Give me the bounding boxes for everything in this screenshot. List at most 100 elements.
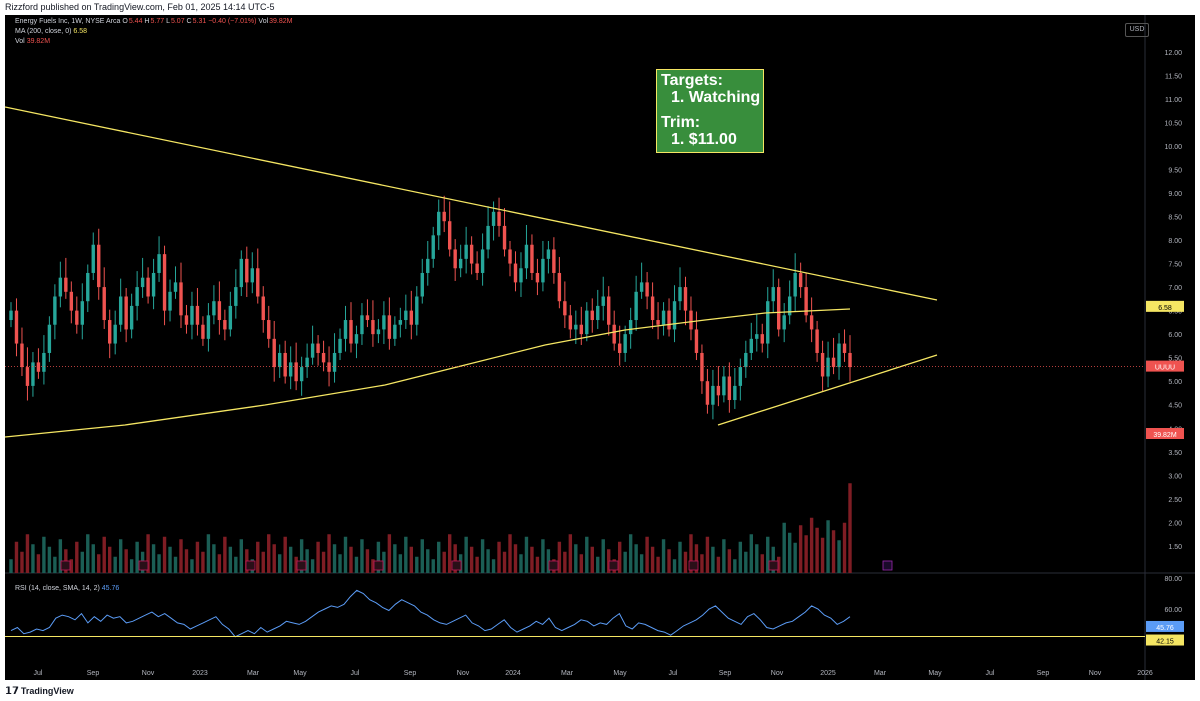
volume-bar: [524, 536, 529, 573]
volume-bar: [535, 556, 540, 573]
volume-bar: [365, 549, 370, 573]
x-tick-label: Sep: [719, 670, 732, 677]
candle-body: [420, 272, 424, 297]
volume-bar: [426, 549, 430, 573]
candle-body: [590, 310, 594, 321]
price-badge-bg: [1146, 360, 1184, 372]
volume-bar: [508, 534, 512, 573]
legend-vol: 39.82M: [269, 18, 293, 25]
candle-body: [234, 287, 238, 306]
volume-bar: [173, 556, 178, 573]
candle-body: [502, 225, 507, 250]
candle-body: [431, 235, 435, 259]
chart-svg[interactable]: 12.00 11.50 11.00 10.50 10.00 9.50 9.00 8.50 8.0…: [4, 15, 1195, 680]
candle-body: [491, 211, 496, 226]
volume-bar: [206, 534, 211, 573]
earnings-marker-icon: [373, 560, 384, 571]
volume-bar: [53, 556, 57, 573]
volume-bar: [733, 559, 737, 573]
volume-bar: [700, 554, 704, 573]
candle-body: [535, 272, 540, 283]
volume-bar: [738, 541, 743, 573]
candle-body: [245, 258, 249, 283]
volume-bar: [277, 554, 282, 573]
legend-open-label: O: [122, 18, 128, 25]
candle-body: [426, 258, 430, 273]
candle-body: [645, 282, 649, 297]
candle-body: [607, 296, 611, 325]
volume-bar: [283, 536, 287, 573]
candle-body: [277, 352, 282, 368]
candle-body: [316, 343, 320, 353]
volume-bar: [86, 534, 90, 573]
earnings-marker-icon: [688, 560, 699, 571]
currency-button[interactable]: USD: [1125, 23, 1149, 37]
volume-bar: [217, 554, 222, 573]
candle-body: [623, 334, 627, 353]
volume-bar: [447, 534, 452, 573]
candle-body: [497, 211, 501, 226]
candle-body: [217, 301, 222, 321]
volume-bar: [469, 546, 474, 573]
x-tick-label: 2023: [192, 670, 208, 677]
candle-body: [162, 254, 167, 311]
chart-panel[interactable]: 12.00 11.50 11.00 10.50 10.00 9.50 9.00 8.50 8.0…: [4, 15, 1195, 680]
legend-vol2-value: 39.82M: [26, 38, 51, 45]
candle-body: [393, 324, 397, 339]
candle-body: [250, 268, 254, 283]
candle-body: [760, 334, 764, 344]
volume-bar: [656, 556, 660, 573]
x-tick-label: Nov: [457, 670, 470, 677]
volume-bar: [404, 536, 408, 573]
volume-bar: [146, 534, 150, 573]
candle-body: [787, 296, 792, 316]
candle-body: [151, 272, 156, 297]
earnings-marker-icon: [608, 560, 619, 571]
candle-body: [283, 352, 287, 377]
price-tick-label: 10.00: [1164, 144, 1182, 151]
volume-bar: [332, 544, 337, 573]
volume-bar: [272, 544, 276, 573]
x-tick-label: Jul: [986, 670, 995, 677]
volume-bar: [327, 534, 331, 573]
candle-body: [837, 343, 841, 368]
rsi-badge-bg: [1146, 620, 1184, 632]
volume-bar: [513, 544, 518, 573]
candle-body: [815, 329, 819, 353]
price-tick-label: 8.00: [1168, 238, 1182, 245]
candle-body: [530, 244, 534, 273]
candle-body: [689, 310, 693, 330]
candle-body: [398, 320, 403, 325]
price-tick-label: 3.50: [1168, 450, 1182, 457]
volume-bar: [689, 534, 693, 573]
candle-body: [321, 352, 326, 363]
legend-vol-label: Vol: [258, 18, 269, 25]
candle-body: [650, 296, 655, 321]
volume-badge-bg: [1146, 428, 1184, 439]
candle-body: [371, 320, 375, 335]
volume-bar: [497, 541, 501, 573]
candle-body: [552, 249, 556, 273]
candle-body: [672, 301, 677, 330]
legend-ma-label: MA (200, close, 0): [15, 28, 72, 35]
candle-body: [157, 254, 161, 273]
candle-body: [579, 324, 584, 335]
candle-body: [80, 301, 84, 325]
candle-body: [360, 315, 364, 335]
volume-bar: [787, 532, 792, 573]
volume-bar: [557, 541, 562, 573]
publisher-bar: Rizzford published on TradingView.com, F…: [0, 0, 1200, 15]
volume-bar: [97, 554, 101, 573]
candle-body: [447, 221, 452, 250]
volume-bar: [201, 551, 205, 573]
ma-badge: 6.58: [1158, 305, 1172, 312]
volume-bar: [102, 536, 106, 573]
candle-body: [118, 296, 123, 325]
candle-body: [524, 244, 529, 269]
candle-body: [486, 225, 490, 250]
candle-body: [722, 376, 726, 396]
volume-bar: [820, 537, 825, 573]
candle-body: [766, 301, 770, 344]
candle-body: [442, 211, 446, 222]
candle-body: [146, 277, 150, 297]
